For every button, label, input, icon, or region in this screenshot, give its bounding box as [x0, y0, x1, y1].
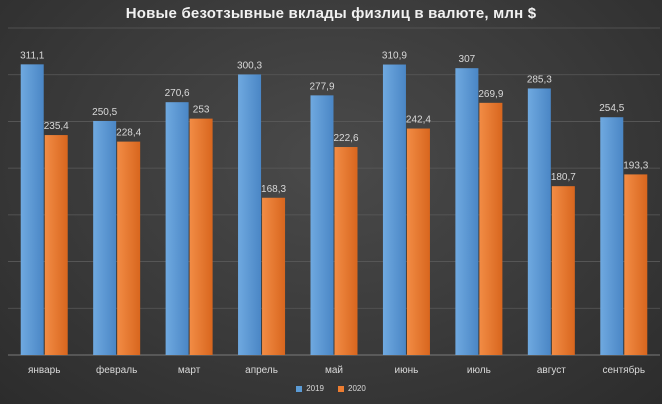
data-label-2020-июль: 269,9 [478, 89, 503, 100]
data-label-2019-июнь: 310,9 [382, 51, 407, 62]
data-label-2020-январь: 235,4 [44, 121, 69, 132]
bar-2019-август [527, 88, 551, 355]
bar-2019-июнь [382, 64, 406, 355]
bar-2020-июнь [406, 128, 430, 355]
bar-2020-март [189, 118, 213, 355]
x-tick-label: январь [28, 365, 60, 376]
x-tick-label: август [537, 365, 566, 376]
x-tick-label: февраль [96, 364, 137, 376]
chart-title: Новые безотзывные вклады физлиц в валюте… [125, 5, 537, 22]
data-label-2020-апрель: 168,3 [261, 184, 286, 195]
x-tick-label: апрель [245, 365, 278, 376]
x-tick-label: май [325, 365, 343, 376]
data-label-2020-август: 180,7 [551, 172, 576, 183]
bar-2020-февраль [117, 141, 141, 355]
legend-label-2019: 2019 [306, 384, 324, 393]
legend-item-2020: 2020 [338, 384, 366, 393]
bar-2019-сентябрь [600, 117, 624, 355]
data-label-2020-июнь: 242,4 [406, 115, 431, 126]
data-label-2020-сентябрь: 193,3 [623, 160, 648, 171]
data-label-2019-август: 285,3 [527, 74, 552, 85]
bar-2019-май [310, 95, 334, 355]
data-label-2019-июль: 307 [459, 54, 476, 65]
bar-2020-август [551, 186, 575, 355]
bar-2020-апрель [262, 197, 286, 355]
data-label-2019-май: 277,9 [309, 81, 334, 92]
bar-2019-январь [20, 64, 44, 355]
bar-2020-май [334, 147, 358, 355]
legend-item-2019: 2019 [296, 384, 324, 393]
legend: 2019 2020 [0, 384, 662, 393]
legend-label-2020: 2020 [348, 384, 366, 393]
x-tick-label: июнь [395, 365, 419, 376]
legend-swatch-2019 [296, 385, 303, 392]
x-tick-label: июль [467, 365, 491, 376]
legend-swatch-2020 [338, 385, 344, 392]
data-label-2019-февраль: 250,5 [92, 107, 117, 118]
bar-2020-сентябрь [624, 174, 648, 355]
data-label-2019-март: 270,6 [165, 88, 190, 99]
data-label-2019-апрель: 300,3 [237, 60, 262, 71]
bar-2019-апрель [238, 74, 262, 356]
data-label-2020-февраль: 228,4 [116, 128, 141, 139]
bar-2020-июль [479, 102, 503, 355]
data-label-2020-март: 253 [193, 105, 210, 116]
data-label-2019-январь: 311,1 [20, 50, 45, 61]
bar-2019-июль [455, 68, 479, 355]
data-label-2019-сентябрь: 254,5 [599, 103, 624, 114]
bar-2019-февраль [93, 120, 117, 355]
bar-2019-март [165, 102, 189, 356]
x-tick-label: март [178, 365, 201, 376]
bar-2020-январь [44, 135, 68, 355]
data-label-2020-май: 222,6 [333, 133, 358, 144]
x-tick-label: сентябрь [602, 364, 645, 376]
